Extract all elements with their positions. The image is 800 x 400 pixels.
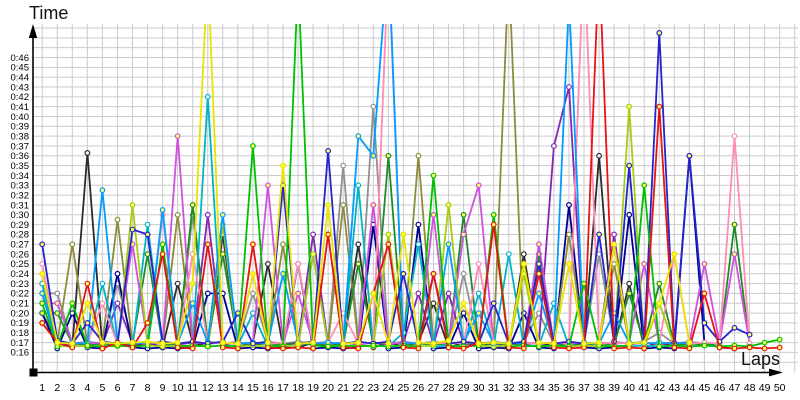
y-axis-title: Time bbox=[29, 3, 69, 23]
x-tick-label: 45 bbox=[699, 382, 711, 394]
y-tick-labels: 0:160:170:180:190:200:210:220:230:240:25… bbox=[11, 53, 30, 359]
x-tick-label: 22 bbox=[352, 382, 364, 394]
series-markers-yellow bbox=[39, 162, 693, 347]
series-line-dodger-blue bbox=[41, 24, 690, 345]
x-tick-label: 50 bbox=[774, 382, 786, 394]
x-tick-label: 25 bbox=[398, 382, 410, 394]
x-tick-label: 12 bbox=[202, 382, 214, 394]
y-tick-label: 0:41 bbox=[11, 102, 30, 113]
y-tick-label: 0:44 bbox=[11, 73, 30, 84]
x-tick-label: 35 bbox=[548, 382, 560, 394]
x-tick-label: 49 bbox=[759, 382, 771, 394]
y-tick-label: 0:37 bbox=[11, 141, 30, 152]
series-line-green bbox=[41, 24, 780, 348]
y-tick-label: 0:30 bbox=[11, 210, 30, 221]
x-tick-label: 27 bbox=[428, 382, 440, 394]
y-tick-label: 0:27 bbox=[11, 240, 30, 251]
x-tick-label: 37 bbox=[578, 382, 590, 394]
y-tick-label: 0:33 bbox=[11, 181, 30, 192]
x-tick-label: 13 bbox=[217, 382, 229, 394]
x-tick-label: 32 bbox=[503, 382, 515, 394]
x-tick-label: 16 bbox=[262, 382, 274, 394]
series-line-red bbox=[41, 24, 780, 350]
x-tick-label: 20 bbox=[322, 382, 334, 394]
y-tick-label: 0:20 bbox=[11, 308, 30, 319]
y-tick-label: 0:24 bbox=[11, 269, 30, 280]
x-tick-label: 10 bbox=[172, 382, 184, 394]
x-tick-label: 9 bbox=[160, 382, 166, 394]
x-tick-labels: 1 2 3 4 5 6 7 8 9 10 11 12 13 14 15 16 17 18 19 20 21 22 23 24 2… bbox=[39, 382, 785, 394]
y-tick-label: 0:29 bbox=[11, 220, 30, 231]
y-tick-label: 0:31 bbox=[11, 200, 30, 211]
y-tick-label: 0:36 bbox=[11, 151, 30, 162]
y-tick-label: 0:38 bbox=[11, 131, 30, 142]
x-tick-label: 21 bbox=[337, 382, 349, 394]
y-tick-label: 0:42 bbox=[11, 92, 30, 103]
x-tick-label: 19 bbox=[307, 382, 319, 394]
y-tick-label: 0:23 bbox=[11, 279, 30, 290]
x-tick-label: 40 bbox=[623, 382, 635, 394]
x-tick-label: 4 bbox=[84, 382, 90, 394]
x-tick-label: 11 bbox=[187, 382, 198, 394]
y-axis-arrow-icon bbox=[28, 24, 38, 38]
x-tick-label: 26 bbox=[413, 382, 425, 394]
x-tick-label: 31 bbox=[488, 382, 500, 394]
x-tick-label: 1 bbox=[39, 382, 45, 394]
x-tick-label: 48 bbox=[744, 382, 756, 394]
y-tick-label: 0:25 bbox=[11, 259, 30, 270]
x-axis-arrow-icon bbox=[769, 368, 783, 377]
x-tick-label: 15 bbox=[247, 382, 259, 394]
x-tick-label: 28 bbox=[443, 382, 455, 394]
y-tick-label: 0:39 bbox=[11, 122, 30, 133]
y-tick-label: 0:26 bbox=[11, 249, 30, 260]
y-tick-label: 0:35 bbox=[11, 161, 30, 172]
y-tick-label: 0:16 bbox=[11, 348, 30, 359]
origin-marker bbox=[29, 368, 38, 377]
x-axis-title: Laps bbox=[741, 349, 781, 369]
x-tick-label: 3 bbox=[69, 382, 75, 394]
y-tick-label: 0:21 bbox=[11, 299, 30, 310]
y-tick-label: 0:18 bbox=[11, 328, 30, 339]
y-tick-label: 0:19 bbox=[11, 318, 30, 329]
x-tick-label: 43 bbox=[668, 382, 680, 394]
y-tick-label: 0:40 bbox=[11, 112, 30, 123]
x-tick-label: 17 bbox=[277, 382, 289, 394]
x-tick-label: 29 bbox=[458, 382, 470, 394]
x-tick-label: 42 bbox=[653, 382, 665, 394]
x-tick-label: 33 bbox=[518, 382, 530, 394]
x-tick-label: 34 bbox=[533, 382, 545, 394]
x-tick-label: 39 bbox=[608, 382, 620, 394]
x-tick-label: 38 bbox=[593, 382, 605, 394]
series-line-royal-blue bbox=[41, 32, 750, 345]
plot-area bbox=[39, 24, 783, 352]
x-tick-label: 41 bbox=[638, 382, 650, 394]
y-tick-label: 0:45 bbox=[11, 63, 30, 74]
x-tick-label: 5 bbox=[99, 382, 105, 394]
y-tick-label: 0:32 bbox=[11, 190, 30, 201]
x-tick-label: 46 bbox=[714, 382, 726, 394]
y-tick-label: 0:43 bbox=[11, 82, 30, 93]
y-tick-label: 0:28 bbox=[11, 230, 30, 241]
x-tick-label: 18 bbox=[292, 382, 304, 394]
x-tick-label: 30 bbox=[473, 382, 485, 394]
y-tick-label: 0:34 bbox=[11, 171, 30, 182]
x-tick-label: 24 bbox=[383, 382, 395, 394]
x-tick-label: 8 bbox=[145, 382, 151, 394]
x-tick-label: 36 bbox=[563, 382, 575, 394]
x-tick-label: 2 bbox=[54, 382, 60, 394]
axes bbox=[32, 37, 771, 374]
x-tick-label: 23 bbox=[367, 382, 379, 394]
x-tick-label: 44 bbox=[684, 382, 696, 394]
y-tick-label: 0:46 bbox=[11, 53, 30, 64]
x-tick-label: 6 bbox=[115, 382, 121, 394]
x-tick-label: 7 bbox=[130, 382, 136, 394]
x-tick-label: 14 bbox=[232, 382, 244, 394]
x-tick-label: 47 bbox=[729, 382, 741, 394]
y-tick-label: 0:17 bbox=[11, 338, 30, 349]
y-tick-label: 0:22 bbox=[11, 289, 30, 300]
